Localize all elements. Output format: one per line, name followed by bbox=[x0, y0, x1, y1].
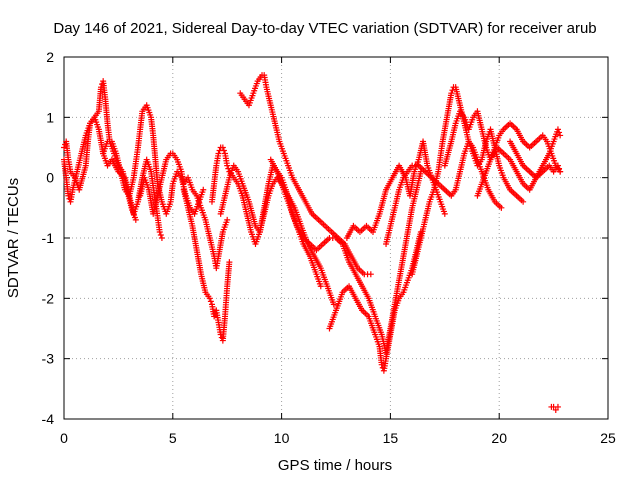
data-point bbox=[156, 228, 163, 235]
data-point bbox=[157, 231, 164, 238]
x-tick-label: 15 bbox=[383, 430, 399, 446]
y-tick-label: -1 bbox=[42, 230, 55, 246]
data-point bbox=[378, 361, 385, 368]
series-arc-g bbox=[217, 162, 337, 308]
x-tick-label: 20 bbox=[491, 430, 507, 446]
data-point bbox=[448, 90, 455, 97]
data-point bbox=[557, 132, 564, 139]
series-arc-p bbox=[507, 138, 564, 181]
data-point bbox=[200, 186, 207, 193]
x-tick-label: 5 bbox=[169, 430, 177, 446]
series-arc-e bbox=[180, 186, 233, 344]
axis-ticks: 0 5 10 15 20 25 -4 -3 -2 -1 0 1 2 bbox=[42, 49, 616, 446]
data-point bbox=[224, 216, 231, 223]
series-arc-l bbox=[383, 138, 505, 248]
series-arc-i bbox=[267, 156, 424, 356]
data-point bbox=[219, 144, 226, 151]
data-point bbox=[556, 129, 563, 136]
series-outlier bbox=[548, 403, 561, 413]
y-tick-label: -4 bbox=[42, 411, 55, 427]
series-arc-d bbox=[137, 150, 231, 272]
data-point bbox=[330, 301, 337, 308]
x-tick-label: 0 bbox=[60, 430, 68, 446]
data-point bbox=[556, 165, 563, 172]
data-point bbox=[224, 162, 231, 169]
y-tick-label: 0 bbox=[46, 170, 54, 186]
data-point bbox=[211, 313, 218, 320]
data-series bbox=[61, 72, 564, 413]
chart-title: Day 146 of 2021, Sidereal Day-to-day VTE… bbox=[53, 20, 596, 37]
series-arc-f bbox=[208, 144, 324, 290]
data-point bbox=[557, 168, 564, 175]
data-point bbox=[498, 204, 505, 211]
series-arc-k bbox=[343, 138, 448, 241]
series-arc-j bbox=[326, 228, 424, 374]
data-point bbox=[554, 126, 561, 133]
data-point bbox=[554, 403, 561, 410]
series-arc-o bbox=[474, 126, 564, 199]
y-tick-label: -3 bbox=[42, 351, 55, 367]
data-point bbox=[226, 259, 233, 266]
x-tick-label: 25 bbox=[600, 430, 616, 446]
data-point bbox=[520, 198, 527, 205]
data-point bbox=[367, 271, 374, 278]
data-point bbox=[225, 165, 232, 172]
data-point bbox=[207, 298, 214, 305]
data-point bbox=[441, 210, 448, 217]
data-point bbox=[552, 406, 559, 413]
data-point bbox=[554, 162, 561, 169]
series-arc-b bbox=[61, 78, 139, 223]
data-point bbox=[132, 216, 139, 223]
data-point bbox=[215, 150, 222, 157]
data-point bbox=[449, 87, 456, 94]
data-point bbox=[158, 235, 165, 241]
x-axis-label: GPS time / hours bbox=[278, 457, 392, 474]
data-point bbox=[65, 192, 72, 199]
data-point bbox=[317, 283, 324, 290]
y-tick-label: 1 bbox=[46, 109, 54, 125]
data-point bbox=[206, 295, 213, 302]
x-tick-label: 10 bbox=[274, 430, 290, 446]
y-tick-label: -2 bbox=[42, 290, 55, 306]
y-tick-label: 2 bbox=[46, 49, 54, 65]
data-point bbox=[220, 147, 227, 154]
y-axis-label: SDTVAR / TECUs bbox=[5, 178, 22, 298]
series-arc-m bbox=[409, 84, 527, 278]
